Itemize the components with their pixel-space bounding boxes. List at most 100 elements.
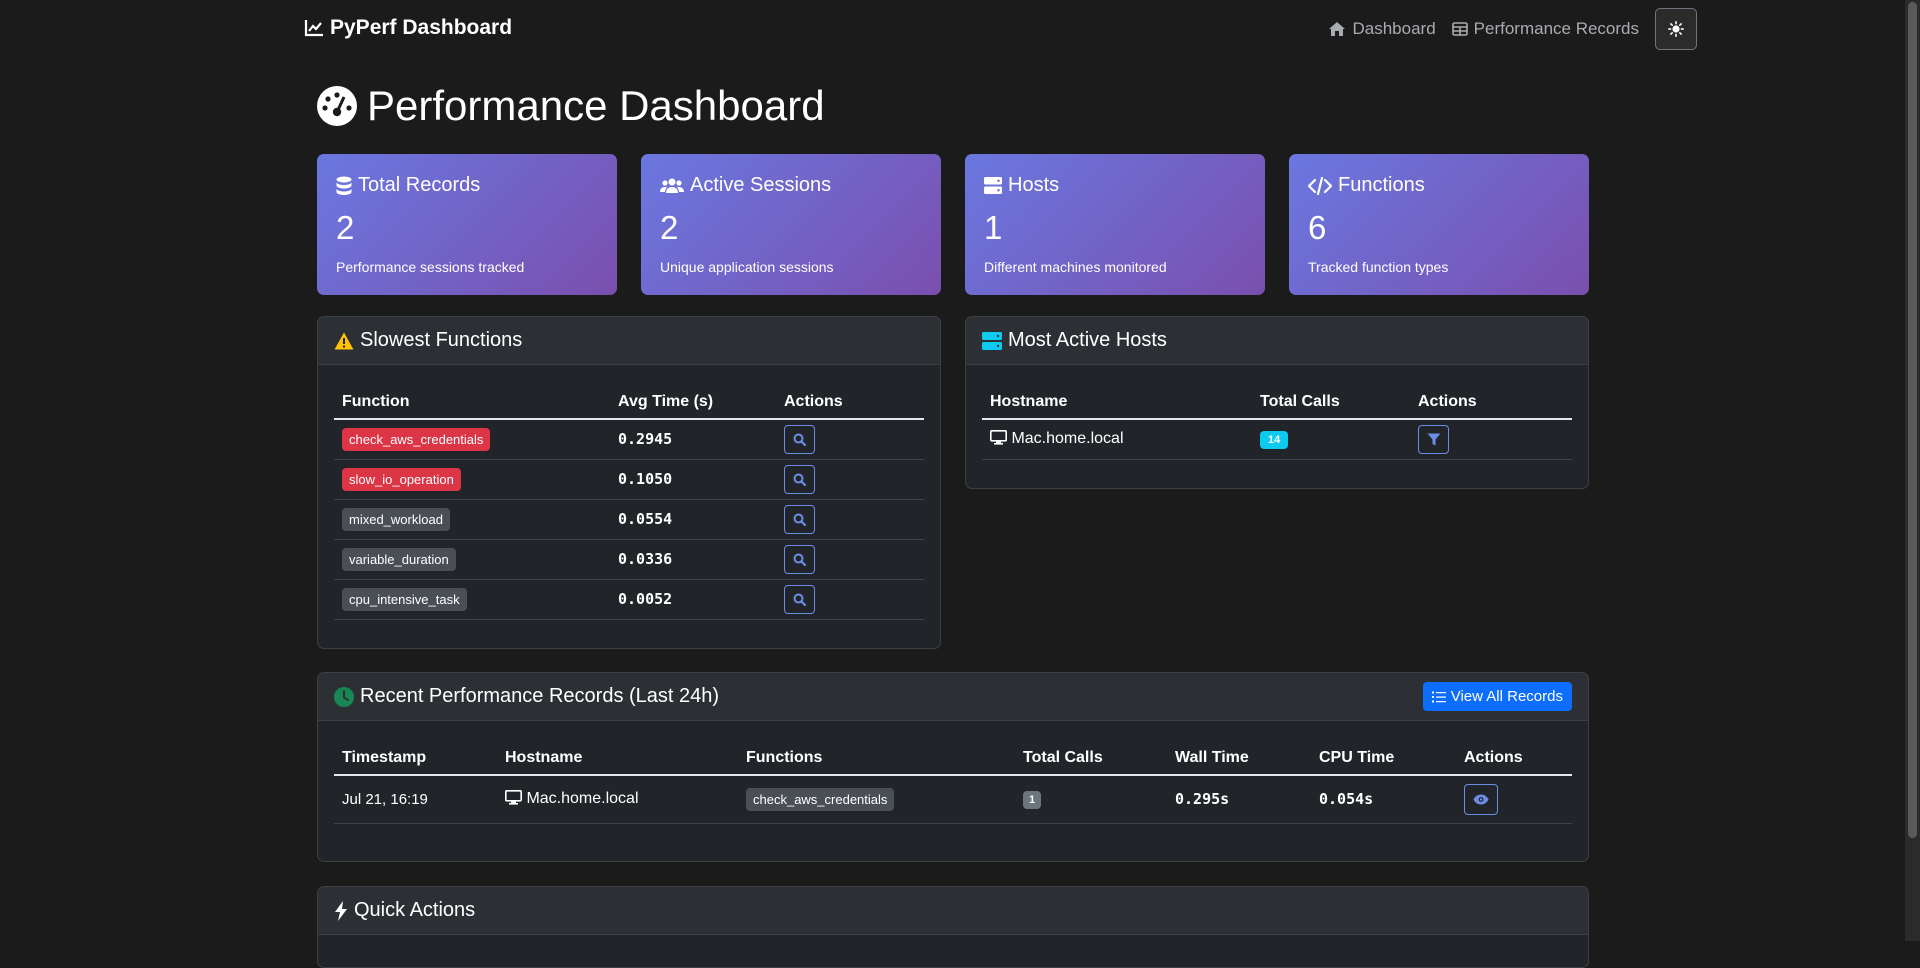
host-cell: Mac.home.local — [982, 419, 1252, 460]
database-icon — [336, 176, 352, 195]
function-badge: variable_duration — [342, 547, 456, 571]
stat-card-title: Functions — [1308, 174, 1570, 197]
brand-link[interactable]: PyPerf Dashboard — [304, 16, 512, 40]
table-row: mixed_workload 0.0554 — [334, 499, 924, 540]
column-header: Actions — [1456, 737, 1572, 776]
wall-time-cell: 0.295s — [1167, 775, 1311, 824]
search-function-button[interactable] — [784, 504, 815, 534]
nav-dashboard-label: Dashboard — [1352, 19, 1436, 38]
function-badge: mixed_workload — [342, 507, 450, 531]
slowest-functions-header: Slowest Functions — [318, 317, 940, 365]
avg-time-cell: 0.0336 — [610, 539, 776, 580]
function-badge: cpu_intensive_task — [342, 587, 467, 611]
slowest-functions-table: Function Avg Time (s) Actions check_aws_… — [334, 381, 924, 620]
function-badge: slow_io_operation — [342, 467, 461, 491]
warning-icon — [334, 332, 354, 349]
gauge-icon — [317, 86, 357, 126]
stat-card-hosts: Hosts 1 Different machines monitored — [965, 154, 1265, 295]
clock-icon — [334, 686, 354, 707]
column-header: Function — [334, 381, 610, 420]
avg-time-cell: 0.0052 — [610, 579, 776, 620]
actions-cell — [1456, 775, 1572, 824]
stat-title-text: Total Records — [358, 174, 481, 196]
stat-title-text: Hosts — [1008, 174, 1060, 196]
hosts-table: Hostname Total Calls Actions Mac.home.lo… — [982, 381, 1572, 460]
table-row: cpu_intensive_task 0.0052 — [334, 579, 924, 620]
column-header: Hostname — [982, 381, 1252, 420]
actions-cell — [776, 419, 924, 460]
column-header: Hostname — [497, 737, 738, 776]
column-header: Avg Time (s) — [610, 381, 776, 420]
navbar: PyPerf Dashboard Dashboard Performance R… — [0, 0, 1905, 58]
search-function-button[interactable] — [784, 584, 815, 614]
function-badge: check_aws_credentials — [342, 427, 491, 451]
stat-value: 6 — [1308, 209, 1327, 246]
slowest-functions-card: Slowest Functions Function Avg Time (s) … — [317, 316, 941, 649]
search-icon — [793, 473, 806, 486]
view-record-button[interactable] — [1464, 783, 1498, 815]
server-icon — [984, 177, 1002, 194]
avg-time-cell: 0.0554 — [610, 499, 776, 540]
code-icon — [1308, 176, 1332, 195]
recent-records-title: Recent Performance Records (Last 24h) — [360, 685, 720, 707]
column-header: CPU Time — [1311, 737, 1456, 776]
search-function-button[interactable] — [784, 424, 815, 454]
view-all-records-button[interactable]: View All Records — [1422, 682, 1572, 711]
actions-cell — [1410, 419, 1572, 460]
users-icon — [660, 178, 684, 193]
house-icon — [1329, 22, 1346, 36]
chart-line-icon — [304, 20, 323, 37]
recent-records-table: Timestamp Hostname Functions Total Calls… — [334, 737, 1572, 824]
table-icon — [1451, 22, 1468, 36]
search-function-button[interactable] — [784, 544, 815, 574]
quick-actions-title: Quick Actions — [354, 899, 476, 921]
nav-records-label: Performance Records — [1473, 19, 1639, 38]
nav-dashboard-link[interactable]: Dashboard — [1328, 19, 1436, 39]
calls-badge: 14 — [1260, 430, 1289, 449]
nav-links: Dashboard Performance Records — [1328, 8, 1697, 50]
quick-actions-card: Quick Actions — [317, 886, 1589, 968]
most-active-hosts-card: Most Active Hosts Hostname Total Calls A… — [965, 316, 1589, 489]
server-icon — [982, 331, 1002, 350]
table-row: Jul 21, 16:19 Mac.home.local check_aws_c… — [334, 775, 1572, 824]
theme-toggle-button[interactable] — [1655, 8, 1697, 50]
page-scrollbar[interactable] — [1905, 0, 1920, 941]
actions-cell — [776, 499, 924, 540]
desktop-icon — [505, 790, 522, 805]
filter-button[interactable] — [1418, 424, 1449, 454]
stat-description: Tracked function types — [1308, 259, 1449, 275]
stat-description: Unique application sessions — [660, 259, 834, 275]
stat-description: Different machines monitored — [984, 259, 1167, 275]
table-row: Mac.home.local 14 — [982, 419, 1572, 460]
actions-cell — [776, 459, 924, 500]
search-icon — [793, 553, 806, 566]
sun-icon — [1668, 21, 1684, 37]
most-active-hosts-title: Most Active Hosts — [1008, 329, 1167, 351]
quick-actions-header: Quick Actions — [318, 887, 1588, 935]
stat-card-active-sessions: Active Sessions 2 Unique application ses… — [641, 154, 941, 295]
scrollbar-thumb[interactable] — [1908, 2, 1917, 838]
stat-value: 2 — [336, 209, 355, 246]
actions-cell — [776, 579, 924, 620]
search-function-button[interactable] — [784, 464, 815, 494]
desktop-icon — [990, 430, 1007, 445]
search-icon — [793, 593, 806, 606]
stat-card-title: Active Sessions — [660, 174, 922, 197]
stat-title-text: Functions — [1338, 174, 1425, 196]
recent-records-card: Recent Performance Records (Last 24h) Vi… — [317, 672, 1589, 862]
table-row: variable_duration 0.0336 — [334, 539, 924, 580]
nav-records-link[interactable]: Performance Records — [1451, 19, 1639, 39]
stat-value: 2 — [660, 209, 679, 246]
timestamp-cell: Jul 21, 16:19 — [334, 775, 497, 824]
stat-title-text: Active Sessions — [690, 174, 832, 196]
column-header: Timestamp — [334, 737, 497, 776]
column-header: Actions — [1410, 381, 1572, 420]
stat-value: 1 — [984, 209, 1003, 246]
calls-cell: 1 — [1015, 775, 1167, 824]
most-active-hosts-header: Most Active Hosts — [966, 317, 1588, 365]
column-header: Actions — [776, 381, 924, 420]
brand-label: PyPerf Dashboard — [330, 16, 513, 39]
function-cell: slow_io_operation — [334, 459, 610, 500]
function-badge: check_aws_credentials — [746, 787, 895, 811]
calls-cell: 14 — [1252, 419, 1410, 460]
